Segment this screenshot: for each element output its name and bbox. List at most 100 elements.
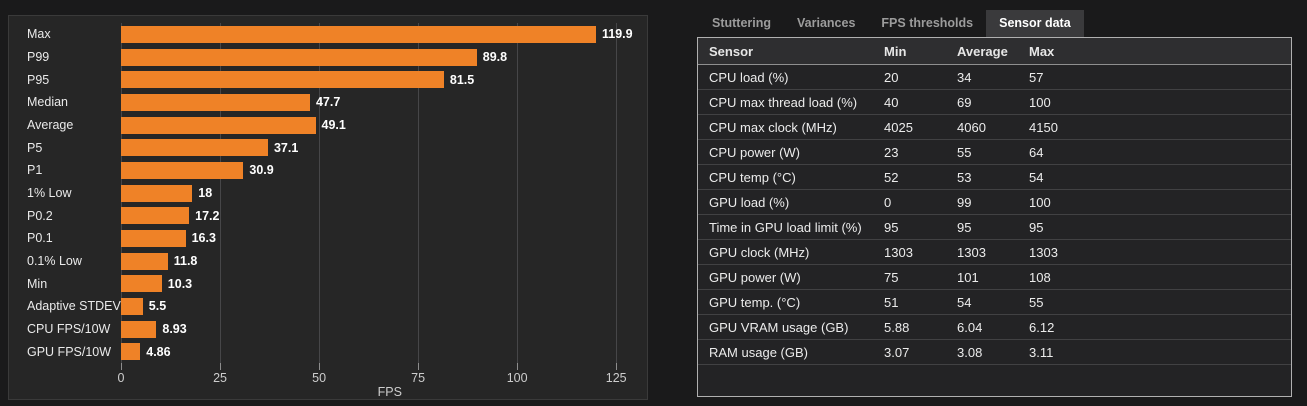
- table-cell: 3.07: [884, 344, 910, 360]
- bar-category-label: Median: [27, 95, 68, 110]
- bar-value-label: 47.7: [315, 95, 341, 110]
- tab-sensor-data[interactable]: Sensor data: [986, 10, 1084, 37]
- axis-tick-label: 125: [605, 371, 627, 385]
- bar: [121, 139, 268, 157]
- table-cell: GPU temp. (°C): [709, 294, 801, 310]
- table-cell: 1303: [884, 244, 913, 260]
- tab-stuttering[interactable]: Stuttering: [712, 16, 772, 30]
- axis-tick: [319, 363, 321, 370]
- table-cell: 1303: [957, 244, 986, 260]
- bar-row: P95 81.5: [9, 68, 638, 91]
- bar-row: Max 119.9: [9, 23, 638, 46]
- tab-variances[interactable]: Variances: [797, 16, 856, 30]
- bar: [121, 297, 143, 315]
- bar-value-label: 30.9: [249, 163, 274, 178]
- table-header-cell: Min: [884, 43, 907, 59]
- bar-chart: Max 119.9 P99 89.8 P95 81.5 Median: [9, 23, 638, 363]
- table-row: GPU power (W) 75 101 108: [698, 265, 1291, 290]
- bar: [121, 93, 310, 111]
- bar-track: 81.5: [121, 71, 638, 89]
- bar-row: Average 49.1: [9, 114, 638, 137]
- table-cell: CPU max thread load (%): [709, 94, 858, 110]
- table-cell: 95: [957, 219, 972, 235]
- table-cell: 1303: [1029, 244, 1058, 260]
- bar-row: Median 47.7: [9, 91, 638, 114]
- axis-tick-label: 25: [213, 371, 227, 385]
- bar-track: 119.9: [121, 25, 638, 43]
- bar: [121, 275, 162, 293]
- bar-row: CPU FPS/10W 8.93: [9, 318, 638, 341]
- table-cell: 0: [884, 194, 892, 210]
- bar-row: 1% Low 18: [9, 182, 638, 205]
- table-cell: 69: [957, 94, 972, 110]
- bar-row: P5 37.1: [9, 136, 638, 159]
- bar-track: 17.2: [121, 207, 638, 225]
- axis-tick: [517, 363, 519, 370]
- table-row: GPU load (%) 0 99 100: [698, 190, 1291, 215]
- table-cell: GPU VRAM usage (GB): [709, 319, 849, 335]
- bar: [121, 184, 193, 202]
- axis-tick-label: 50: [312, 371, 327, 385]
- tab-fps-thresholds[interactable]: FPS thresholds: [881, 16, 974, 30]
- table-cell: CPU load (%): [709, 69, 789, 85]
- bar: [121, 320, 157, 338]
- table-cell: 99: [957, 194, 972, 210]
- table-cell: 100: [1029, 194, 1051, 210]
- bar-row: P1 30.9: [9, 159, 638, 182]
- table-cell: 95: [884, 219, 899, 235]
- axis-tick: [220, 363, 222, 370]
- table-row: CPU temp (°C) 52 53 54: [698, 165, 1291, 190]
- bar-rows: Max 119.9 P99 89.8 P95 81.5 Median: [9, 23, 638, 363]
- bar: [121, 229, 186, 247]
- bar-category-label: P0.2: [27, 208, 53, 223]
- table-cell: 101: [957, 269, 979, 285]
- bar-value-label: 18: [198, 186, 213, 201]
- bar-row: 0.1% Low 11.8: [9, 250, 638, 273]
- table-cell: 6.12: [1029, 319, 1055, 335]
- bar-track: 37.1: [121, 139, 638, 157]
- gridline: [220, 23, 222, 363]
- table-cell: GPU power (W): [709, 269, 801, 285]
- bar-track: 47.7: [121, 93, 638, 111]
- bar-track: 30.9: [121, 161, 638, 179]
- tab-bar: Stuttering Variances FPS thresholds Sensor …: [699, 10, 1084, 37]
- bar-category-label: Max: [27, 27, 51, 42]
- bar-value-label: 5.5: [148, 299, 167, 314]
- table-cell: 23: [884, 144, 899, 160]
- bar-row: Min 10.3: [9, 272, 638, 295]
- bar-category-label: P0.1: [27, 231, 53, 246]
- bar-category-label: P95: [27, 72, 50, 87]
- bar-value-label: 81.5: [449, 72, 475, 87]
- table-cell: CPU max clock (MHz): [709, 119, 837, 135]
- bar-track: 4.86: [121, 343, 638, 361]
- bar-track: 16.3: [121, 229, 638, 247]
- bar-value-label: 11.8: [173, 254, 198, 269]
- bar-category-label: CPU FPS/10W: [27, 322, 111, 337]
- bar: [121, 161, 244, 179]
- bar-category-label: 0.1% Low: [27, 254, 82, 269]
- table-cell: 4150: [1029, 119, 1058, 135]
- table-cell: GPU clock (MHz): [709, 244, 810, 260]
- bar-category-label: P5: [27, 140, 43, 155]
- table-row: GPU clock (MHz) 1303 1303 1303: [698, 240, 1291, 265]
- table-cell: RAM usage (GB): [709, 344, 808, 360]
- bar-category-label: Adaptive STDEV: [27, 299, 121, 314]
- table-row: GPU VRAM usage (GB) 5.88 6.04 6.12: [698, 315, 1291, 340]
- table-cell: 34: [957, 69, 972, 85]
- table-cell: GPU load (%): [709, 194, 790, 210]
- bar-value-label: 119.9: [602, 27, 633, 42]
- table-row: RAM usage (GB) 3.07 3.08 3.11: [698, 340, 1291, 365]
- bar-value-label: 16.3: [191, 231, 216, 246]
- bar-track: 5.5: [121, 297, 638, 315]
- bar-track: 8.93: [121, 320, 638, 338]
- bar-category-label: Average: [27, 118, 74, 133]
- sensor-data-table: Sensor Min Average Max CPU load (%) 20 34 57 CPU…: [697, 37, 1292, 397]
- bar-track: 10.3: [121, 275, 638, 293]
- bar-value-label: 17.2: [195, 208, 220, 223]
- axis-tick: [616, 363, 618, 370]
- table-cell: 40: [884, 94, 899, 110]
- bar: [121, 48, 477, 66]
- bar-value-label: 37.1: [273, 140, 299, 155]
- gridline: [616, 23, 618, 363]
- axis-tick: [418, 363, 420, 370]
